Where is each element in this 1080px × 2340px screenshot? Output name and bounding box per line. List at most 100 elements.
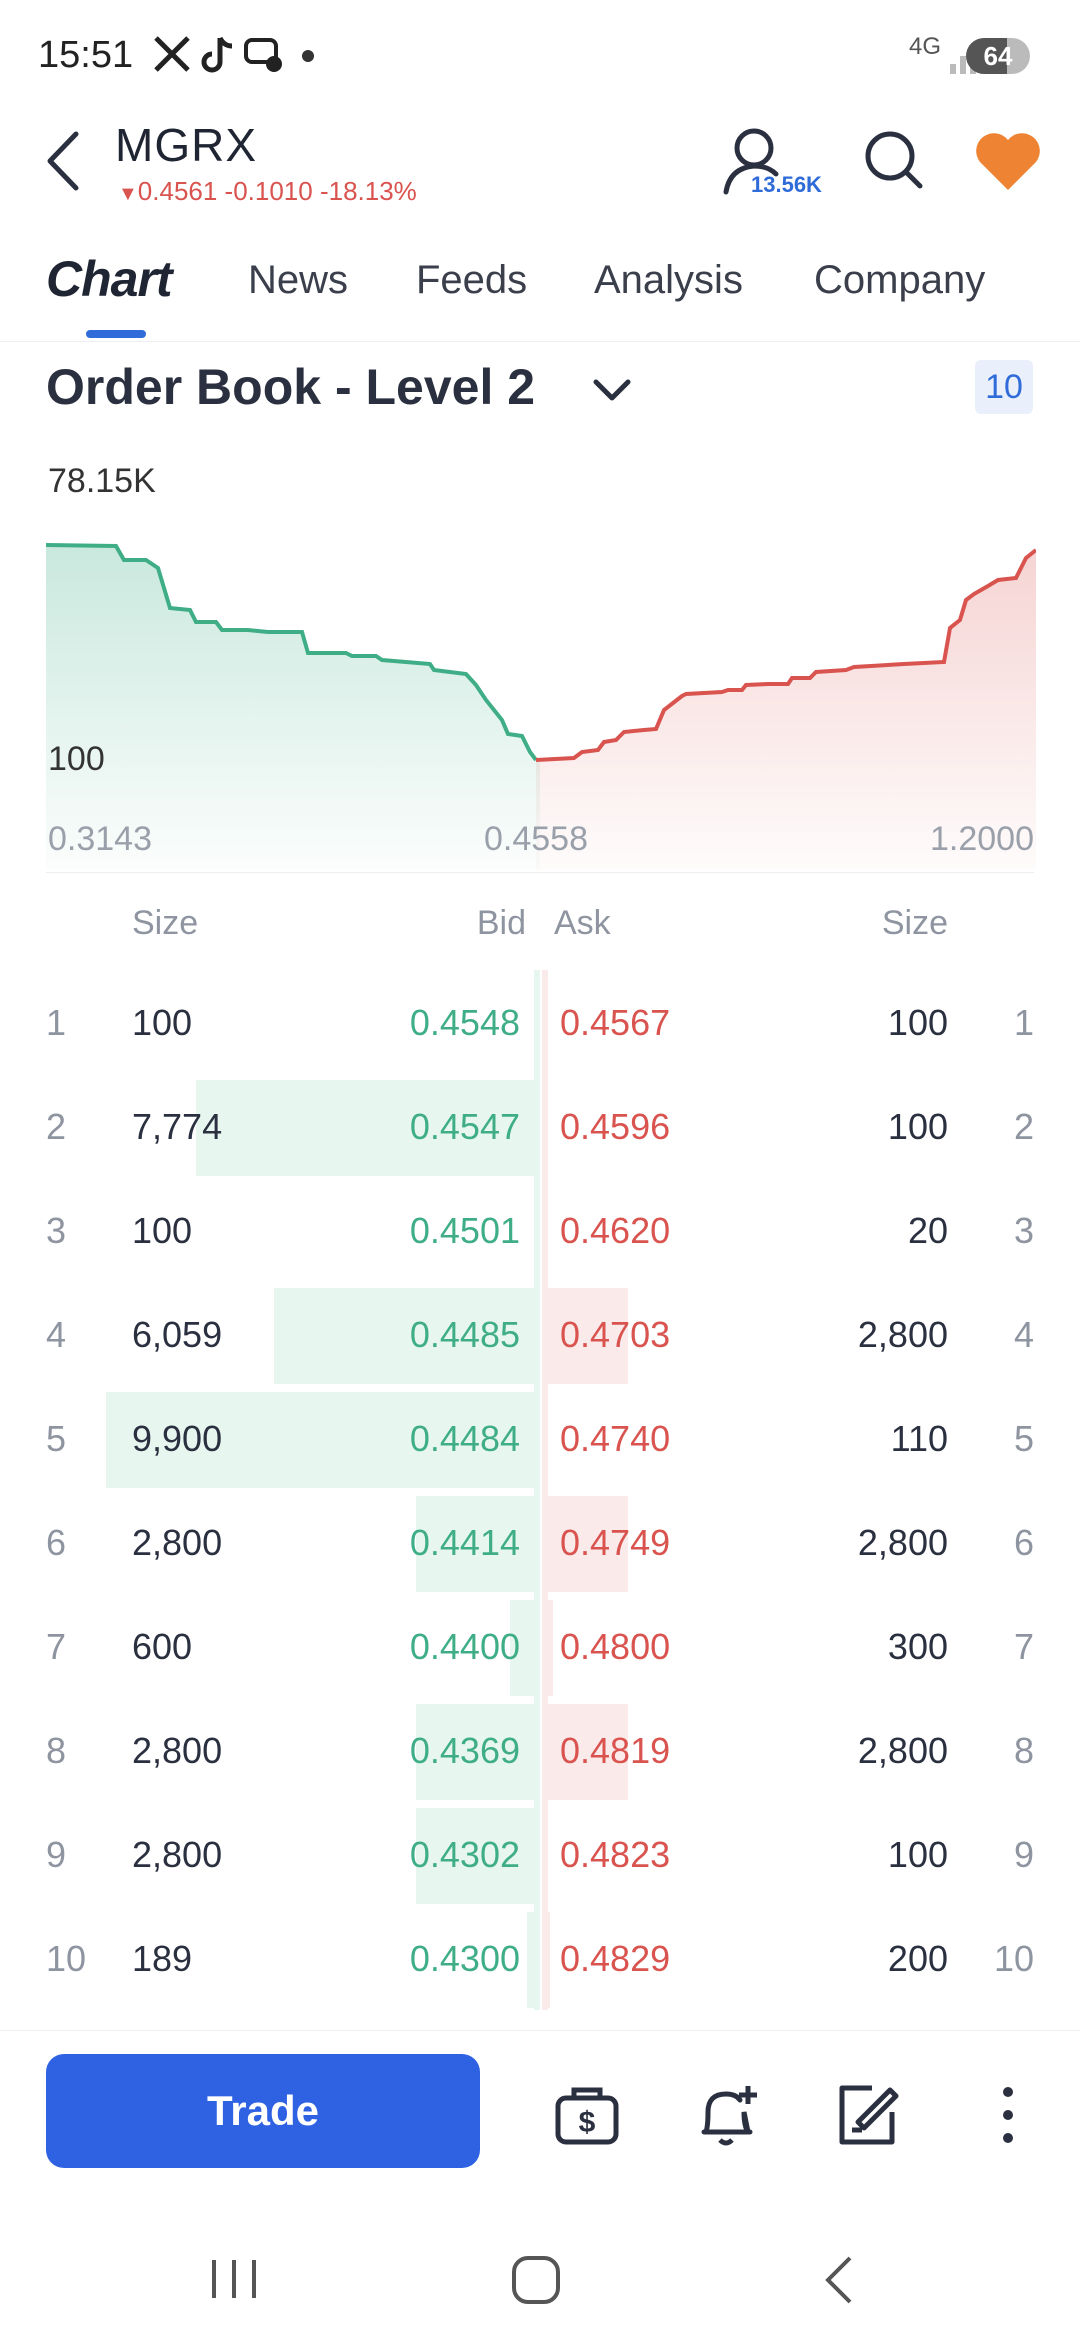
bid-price: 0.4547 [409,1106,520,1147]
system-back-icon[interactable] [818,2254,862,2306]
chevron-down-icon[interactable] [590,370,634,410]
bid-volume-bar [106,1392,536,1488]
ask-size: 2,800 [857,1730,948,1771]
search-icon[interactable] [862,128,924,190]
ask-price: 0.4740 [560,1418,671,1459]
home-icon[interactable] [508,2252,564,2308]
bid-mid-strip [534,1906,540,2010]
bid-level: 7 [46,1626,67,1667]
bid-size: 2,800 [132,1522,223,1563]
trade-button[interactable]: Trade [46,2054,480,2168]
depth-chart [46,543,1036,870]
active-tab-indicator [86,330,146,338]
edit-note-icon[interactable] [832,2080,902,2150]
ask-price: 0.4567 [560,1002,671,1043]
ask-size: 200 [887,1938,948,1979]
order-book-row[interactable]: 1 100 0.4548 0.4567 100 1 [0,970,1080,1074]
bid-volume-bar [274,1288,536,1384]
bid-price: 0.4485 [409,1314,520,1355]
ask-price: 0.4819 [560,1730,671,1771]
bid-price: 0.4484 [409,1418,520,1459]
wallet-dollar-icon[interactable]: $ [552,2080,622,2150]
bid-mid-strip [534,970,540,1074]
add-alert-bell-icon[interactable] [692,2080,762,2150]
messenger-icon [244,38,282,72]
order-book-row[interactable]: 9 2,800 0.4302 0.4823 100 9 [0,1802,1080,1906]
tab-bar: Chart News Feeds Analysis Company [0,240,1080,342]
ask-price: 0.4749 [560,1522,671,1563]
ask-level: 3 [1013,1210,1034,1251]
depth-y-max-label: 78.15K [48,462,156,500]
down-triangle-icon: ▼ [118,183,138,205]
tab-chart[interactable]: Chart [46,251,173,307]
bid-size: 2,800 [132,1730,223,1771]
ask-price: 0.4800 [560,1626,671,1667]
bid-level: 2 [46,1106,67,1147]
bid-volume-bar [527,1912,536,2008]
bid-size: 2,800 [132,1834,223,1875]
ask-size: 20 [907,1210,948,1251]
order-book-row[interactable]: 4 6,059 0.4485 0.4703 2,800 4 [0,1282,1080,1386]
bid-size: 7,774 [132,1106,223,1147]
bid-level: 8 [46,1730,67,1771]
bid-volume-bar [416,1808,536,1904]
followers-count: 13.56K [751,172,822,197]
tab-analysis[interactable]: Analysis [594,258,743,302]
back-arrow-icon[interactable] [40,126,90,196]
tab-feeds[interactable]: Feeds [416,258,528,302]
bid-mid-strip [534,1594,540,1698]
bid-size: 100 [132,1210,193,1251]
ticker-symbol: MGRX [115,119,257,171]
bid-size: 9,900 [132,1418,223,1459]
bid-mid-strip [534,1698,540,1802]
bid-mid-strip [534,1802,540,1906]
bid-level: 9 [46,1834,67,1875]
ask-size: 100 [887,1002,948,1043]
status-time: 15:51 [38,34,134,76]
bid-volume-bar [510,1600,536,1696]
order-book-row[interactable]: 6 2,800 0.4414 0.4749 2,800 6 [0,1490,1080,1594]
ask-level: 4 [1013,1314,1034,1355]
bid-level: 1 [46,1002,67,1043]
ask-level: 5 [1013,1418,1034,1459]
bid-price: 0.4501 [409,1210,520,1251]
heart-favorite-icon[interactable] [972,128,1044,194]
ask-price: 0.4620 [560,1210,671,1251]
bid-level: 6 [46,1522,67,1563]
system-nav-bar [0,2210,1080,2340]
notification-dot [302,50,314,62]
bid-level: 5 [46,1418,67,1459]
order-book-row[interactable]: 2 7,774 0.4547 0.4596 100 2 [0,1074,1080,1178]
ask-size: 2,800 [857,1314,948,1355]
order-book-row[interactable]: 3 100 0.4501 0.4620 20 3 [0,1178,1080,1282]
battery-indicator: 64 [966,38,1030,74]
bid-depth-line [46,543,538,762]
ask-mid-strip [542,970,548,1074]
order-book-row[interactable]: 5 9,900 0.4484 0.4740 110 5 [0,1386,1080,1490]
order-book-row[interactable]: 8 2,800 0.4369 0.4819 2,800 8 [0,1698,1080,1802]
depth-x-mid-label: 0.4558 [484,820,588,858]
tab-company[interactable]: Company [814,258,986,302]
svg-text:$: $ [579,2106,596,2139]
bid-mid-strip [534,1178,540,1282]
more-options-icon[interactable] [988,2080,1028,2150]
tiktok-icon [201,36,233,73]
order-book-title[interactable]: Order Book - Level 2 [46,359,536,415]
ask-level: 7 [1013,1626,1034,1667]
ask-volume-bar [544,1912,550,2008]
depth-level-badge[interactable]: 10 [975,360,1033,414]
order-book-rows: 1 100 0.4548 0.4567 100 1 2 7,774 0.4547 0.4596 10… [0,970,1080,2010]
tab-news[interactable]: News [248,258,349,302]
order-book-row[interactable]: 10 189 0.4300 0.4829 200 10 [0,1906,1080,2010]
followers-icon[interactable] [720,126,830,206]
ask-volume-bar [544,1600,553,1696]
depth-x-right-label: 1.2000 [930,820,1034,858]
recent-apps-icon[interactable] [206,2254,262,2304]
bid-volume-bar [416,1496,536,1592]
ask-volume-bar [544,1704,628,1800]
ask-level: 6 [1013,1522,1034,1563]
ask-size: 110 [890,1418,948,1459]
order-book-row[interactable]: 7 600 0.4400 0.4800 300 7 [0,1594,1080,1698]
bid-price: 0.4414 [409,1522,520,1563]
bid-depth-area [46,545,540,870]
